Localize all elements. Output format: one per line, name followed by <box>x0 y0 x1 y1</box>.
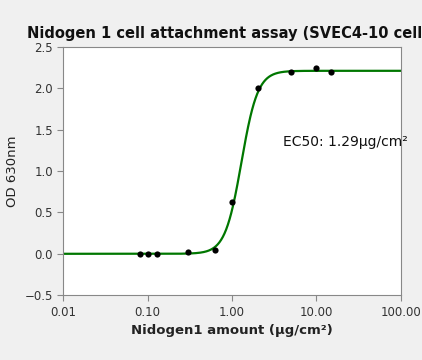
Y-axis label: OD 630nm: OD 630nm <box>6 135 19 207</box>
Text: EC50: 1.29μg/cm²: EC50: 1.29μg/cm² <box>283 135 408 149</box>
X-axis label: Nidogen1 amount (μg/cm²): Nidogen1 amount (μg/cm²) <box>131 324 333 337</box>
Point <box>328 69 335 75</box>
Point <box>144 251 151 257</box>
Point <box>184 249 191 255</box>
Point <box>229 199 235 205</box>
Point <box>212 247 219 253</box>
Point <box>288 69 295 75</box>
Point <box>313 65 320 71</box>
Point <box>136 251 143 257</box>
Title: Nidogen 1 cell attachment assay (SVEC4-10 cells): Nidogen 1 cell attachment assay (SVEC4-1… <box>27 27 422 41</box>
Point <box>154 251 161 257</box>
Point <box>254 85 261 91</box>
